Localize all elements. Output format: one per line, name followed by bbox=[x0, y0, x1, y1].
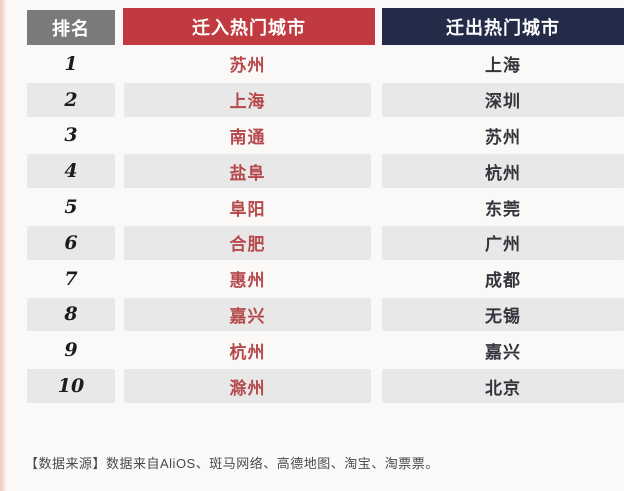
move-in-city-cell: 滁州 bbox=[124, 369, 371, 403]
move-in-city-cell: 杭州 bbox=[229, 342, 266, 362]
rank-cell: 1 bbox=[64, 52, 78, 75]
column-header-move-in-cities: 迁入热门城市 bbox=[123, 8, 375, 45]
column-header-rank: 排名 bbox=[27, 10, 115, 45]
rank-cell: 9 bbox=[64, 339, 78, 362]
table-row: 5 阜阳 东莞 bbox=[0, 189, 624, 225]
table-row: 6 合肥 广州 bbox=[0, 225, 624, 261]
rank-cell: 3 bbox=[64, 124, 78, 147]
rank-cell: 8 bbox=[27, 297, 115, 332]
move-in-city-cell: 上海 bbox=[124, 82, 371, 117]
table-row: 3 南通 苏州 bbox=[0, 118, 624, 154]
move-in-city-cell: 嘉兴 bbox=[124, 297, 371, 332]
table-row: 9 杭州 嘉兴 bbox=[0, 332, 624, 368]
move-out-city-cell: 无锡 bbox=[382, 297, 624, 332]
move-in-city-cell: 南通 bbox=[229, 127, 266, 147]
table-row: 7 惠州 成都 bbox=[0, 261, 624, 297]
move-out-city-cell: 苏州 bbox=[485, 127, 521, 147]
table-row: 1 苏州 上海 bbox=[0, 46, 624, 82]
move-out-city-cell: 广州 bbox=[382, 225, 624, 260]
column-header-move-out-cities: 迁出热门城市 bbox=[382, 8, 624, 45]
move-out-city-cell: 深圳 bbox=[382, 82, 624, 117]
move-out-city-cell: 嘉兴 bbox=[485, 342, 521, 362]
move-in-city-cell: 惠州 bbox=[229, 271, 266, 291]
table-row: 10 滁州 北京 bbox=[0, 368, 624, 404]
rank-cell: 7 bbox=[64, 267, 78, 290]
move-in-city-cell: 阜阳 bbox=[229, 199, 266, 219]
move-out-city-cell: 成都 bbox=[485, 271, 521, 291]
rank-cell: 10 bbox=[27, 369, 115, 403]
move-out-city-cell: 东莞 bbox=[485, 199, 521, 219]
rank-cell: 2 bbox=[27, 82, 115, 117]
move-out-city-cell: 北京 bbox=[382, 369, 624, 403]
data-source-note: 【数据来源】数据来自AliOS、斑马网络、高德地图、淘宝、淘票票。 bbox=[25, 456, 439, 471]
table-row: 4 盐阜 杭州 bbox=[0, 153, 624, 189]
rank-cell: 5 bbox=[64, 196, 78, 219]
table-body: 1 苏州 上海 2 上海 深圳 3 南通 苏州 4 盐阜 杭州 5 阜阳 东莞 … bbox=[0, 46, 624, 404]
move-in-city-cell: 盐阜 bbox=[124, 154, 371, 189]
move-out-city-cell: 杭州 bbox=[382, 154, 624, 189]
rank-cell: 6 bbox=[27, 225, 115, 260]
move-out-city-cell: 上海 bbox=[485, 56, 521, 76]
rank-cell: 4 bbox=[27, 154, 115, 189]
move-in-city-cell: 苏州 bbox=[229, 56, 266, 76]
move-in-city-cell: 合肥 bbox=[124, 225, 371, 260]
table-row: 8 嘉兴 无锡 bbox=[0, 297, 624, 333]
page-left-edge-decoration bbox=[0, 0, 7, 491]
table-row: 2 上海 深圳 bbox=[0, 82, 624, 118]
